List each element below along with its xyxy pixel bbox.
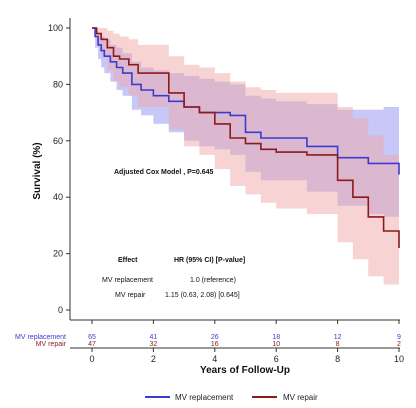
risk-table: MV replacement 65 41 26 18 12 9 MV repair 47 32 16… (15, 334, 401, 348)
y-tick-label: 60 (53, 136, 63, 146)
x-axis: 0 2 4 6 8 10 (70, 320, 404, 364)
hr-row-repair: 1.15 (0.63, 2.08) [0.645] (165, 292, 240, 299)
risk-count: 41 (150, 334, 158, 341)
effect-row-repair: MV repair (115, 292, 146, 299)
plot-frame (69, 18, 400, 321)
y-tick-label: 80 (53, 79, 63, 89)
risk-count: 32 (150, 341, 158, 348)
y-tick-label: 100 (48, 23, 63, 33)
x-tick-label: 8 (335, 354, 340, 364)
x-axis-label: Years of Follow-Up (200, 365, 290, 376)
risk-count: 65 (88, 334, 96, 341)
effect-row-replacement: MV replacement (102, 277, 153, 284)
risk-count: 12 (334, 334, 342, 341)
y-axis-label: Survival (%) (32, 142, 43, 199)
y-axis: 0 20 40 60 80 100 (48, 23, 70, 315)
survival-line-mv-repair (92, 27, 400, 248)
risk-count: 16 (211, 341, 219, 348)
effect-header: Effect (118, 257, 138, 264)
risk-count: 18 (272, 334, 280, 341)
legend: MV replacement MV repair (145, 393, 318, 402)
survival-curves (92, 27, 400, 248)
cox-model-annotation: Adjusted Cox Model , P=0.645 (114, 169, 213, 176)
risk-row-label: MV replacement (15, 334, 66, 341)
survival-line-mv-replacement (92, 27, 400, 175)
x-tick-label: 4 (212, 354, 217, 364)
legend-label-replacement: MV replacement (175, 393, 234, 402)
y-tick-label: 40 (53, 192, 63, 202)
risk-count: 10 (272, 341, 280, 348)
hr-header: HR (95% CI) [P-value] (174, 257, 245, 264)
legend-label-repair: MV repair (283, 393, 318, 402)
risk-row-label: MV repair (36, 341, 67, 348)
risk-count: 47 (88, 341, 96, 348)
x-tick-label: 10 (394, 354, 404, 364)
hr-row-replacement: 1.0 (reference) (190, 277, 236, 284)
y-tick-label: 20 (53, 249, 63, 259)
x-tick-label: 2 (151, 354, 156, 364)
risk-count: 26 (211, 334, 219, 341)
y-tick-label: 0 (58, 305, 63, 315)
ci-band-mv-repair (92, 28, 399, 294)
x-tick-label: 6 (274, 354, 279, 364)
risk-count: 2 (397, 341, 401, 348)
risk-count: 9 (397, 334, 401, 341)
risk-count: 8 (336, 341, 340, 348)
x-tick-label: 0 (89, 354, 94, 364)
